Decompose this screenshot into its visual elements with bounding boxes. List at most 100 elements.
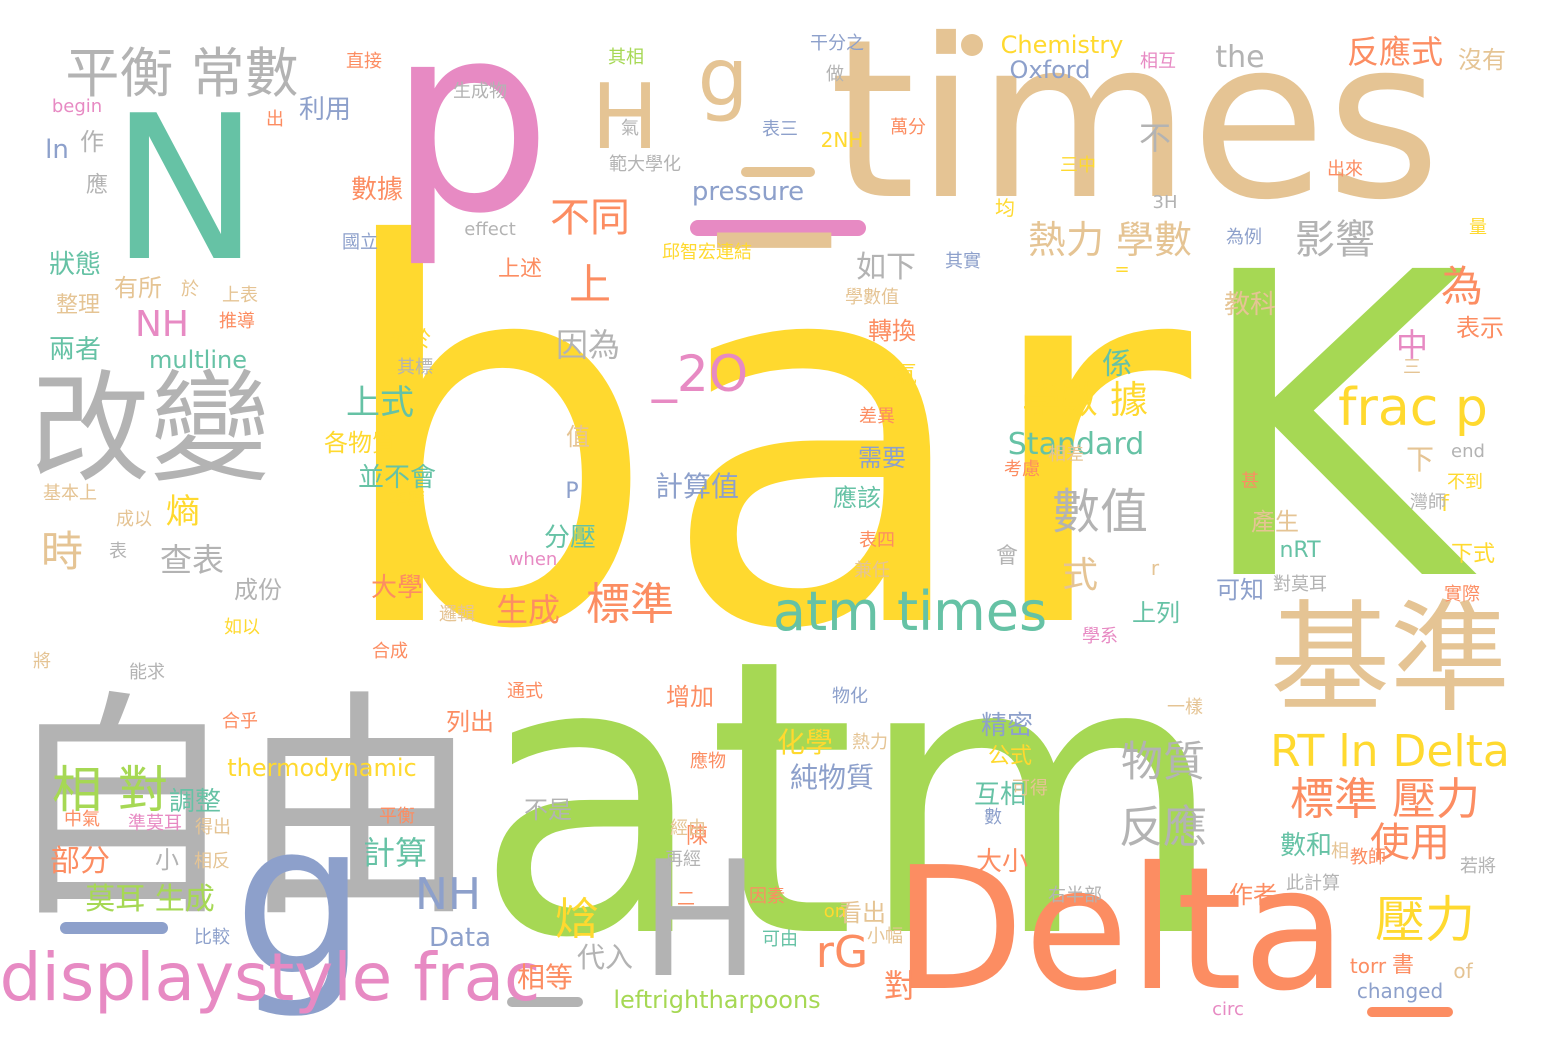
word-oxford: Oxford: [1009, 56, 1091, 84]
word-liyong: 利用: [298, 95, 352, 125]
word-shi: 時: [40, 527, 84, 576]
word-chengfen: 成份: [234, 576, 282, 604]
word-rg: rG: [815, 927, 869, 978]
word-zengjia: 增加: [666, 683, 714, 711]
word-jingyou: 經由: [670, 818, 706, 839]
word-zhijie: 直接: [346, 51, 382, 72]
word-reli-xueshu: 熱力 學數: [1027, 218, 1193, 262]
word-zuo-do: 做: [826, 64, 844, 85]
word-budao: 不到: [1447, 472, 1483, 493]
word-yinggai: 應該: [833, 484, 881, 512]
word-nh-pink: NH: [135, 304, 189, 345]
word-sanzhong: 三中: [1060, 155, 1096, 176]
word-bingbuhui: 並不會: [357, 463, 437, 493]
word-2o: _2O: [651, 345, 749, 403]
word-when: when: [508, 549, 558, 570]
word-biaosan: 表三: [762, 119, 798, 140]
word-fanying: 反應: [1119, 802, 1207, 853]
word-qi-yellow: 氣: [893, 360, 917, 388]
word-kezhi: 可知: [1216, 576, 1264, 604]
word-jisuanzhi: 計算值: [654, 470, 740, 503]
word-r: r: [1150, 556, 1160, 580]
word-qi-grey: 氣: [621, 118, 639, 139]
word-xueshu-ju: 學數 據: [1021, 378, 1149, 422]
word-times: _times: [719, 0, 1441, 248]
word-shanglie: 上列: [1132, 599, 1180, 627]
word-xiangfan: 相反: [194, 851, 230, 872]
word-gewuzhi: 各物質: [324, 429, 396, 457]
word-huaxue: 化學: [776, 726, 834, 759]
word-xi: 係: [1102, 347, 1132, 382]
word-ruxia: 如下: [856, 250, 916, 285]
word-nh-blue: NH: [415, 869, 481, 920]
word-tuidao: 推導: [219, 311, 255, 332]
word-yali: 壓力: [1375, 891, 1475, 949]
word-jiaoke: 教科: [1223, 290, 1277, 320]
word-jisuan: 計算: [362, 834, 428, 872]
word-h-grey: H: [639, 826, 761, 1013]
word-hecheng: 合成: [372, 641, 408, 662]
word-zhuanhuan: 轉換: [868, 317, 916, 345]
word-meiyou: 沒有: [1458, 46, 1506, 74]
word-zhiyu: 至於: [386, 328, 432, 353]
word-pingheng-changshu: 平衡 常數: [65, 42, 299, 105]
word-jun: 均: [995, 196, 1015, 220]
word-zhong: 中: [1395, 326, 1429, 364]
word-multline: multline: [149, 346, 247, 374]
word-xiangdeng: 相等: [516, 961, 574, 994]
word-qibiao: 其標: [397, 357, 433, 378]
word-butong: 不同: [550, 195, 630, 241]
word-link: 邱智宏連結: [662, 242, 752, 263]
word-youbanbu: 右半部: [1048, 885, 1102, 906]
word-qishi: 其實: [945, 251, 981, 272]
word-gongshi: 公式: [987, 744, 1033, 769]
word-shuhe: 數和: [1279, 831, 1333, 861]
word-chayi: 差異: [859, 406, 895, 427]
word-kede: 可得: [1012, 778, 1048, 799]
word-the: the: [1215, 40, 1265, 75]
word-yan: 焓: [555, 894, 599, 945]
word-chunwuzhi: 純物質: [789, 761, 875, 794]
word-chu: 出: [266, 109, 284, 130]
word-shang-entropy: 熵: [166, 492, 200, 532]
word-shuju: 數據: [350, 175, 404, 205]
word-fanyingshi: 反應式: [1346, 33, 1444, 71]
word-yiyang: 一樣: [1167, 697, 1203, 718]
word-atm: atm: [473, 578, 1227, 1021]
word-xiang: 相: [1331, 841, 1349, 862]
word-chengyi: 成以: [116, 509, 152, 530]
word-yousuo: 有所: [114, 274, 162, 302]
word-kanchu: 看出: [838, 899, 886, 927]
word-zhuangtai: 狀態: [48, 250, 102, 280]
word-reli: 熱力: [852, 732, 888, 753]
word-3h: 3H: [1152, 192, 1178, 213]
word-xiaofu: 小幅: [867, 926, 903, 947]
word-guoli: 國立: [342, 232, 378, 253]
word-nrt: nRT: [1279, 538, 1321, 563]
word-tiaozheng: 調整: [168, 787, 222, 817]
word-zhongqi: 中氣: [64, 809, 100, 830]
word-xiashi: 下式: [1450, 542, 1496, 567]
word-atm-times: atm times: [772, 580, 1048, 643]
word-delta: Delta: [893, 831, 1347, 1029]
word-begin: begin: [51, 96, 103, 117]
dot-mark-tan: [961, 34, 983, 56]
word-chansheng: 產生: [1251, 508, 1299, 536]
word-effect: effect: [464, 219, 516, 240]
word-daxue: 大學: [370, 573, 424, 603]
word-wanshi: 灣師: [1410, 492, 1446, 513]
word-xuyao: 需要: [858, 444, 906, 472]
word-dui: 對: [883, 967, 917, 1005]
word-xueshuzhi: 學數值: [845, 287, 899, 308]
word-wuhua: 物化: [832, 686, 868, 707]
word-keyou: 可由: [762, 929, 798, 950]
word-torr: torr: [1349, 954, 1387, 978]
word-nengqiu: 能求: [129, 662, 165, 683]
word-bijiao: 比較: [194, 927, 230, 948]
word-dechu: 得出: [195, 817, 231, 838]
word-end: end: [1451, 441, 1485, 462]
word-rt-ln-delta: RT ln Delta: [1270, 726, 1510, 777]
word-k: K: [1192, 185, 1468, 674]
